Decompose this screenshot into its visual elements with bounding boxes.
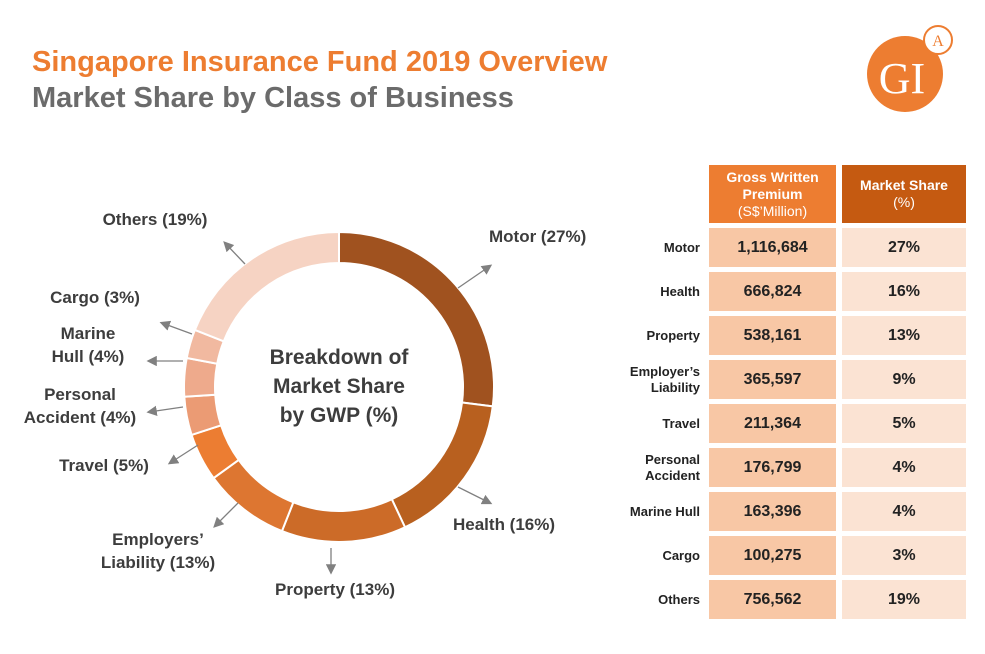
gwp-cell: 365,597: [709, 360, 836, 399]
slice-label: Marine Hull (4%): [52, 324, 125, 366]
table: Gross Written Premium (S$’Million) Market S…: [598, 160, 972, 624]
label-arrow: [213, 502, 239, 528]
slice-label: Motor (27%): [489, 227, 586, 246]
share-cell: 4%: [842, 448, 966, 487]
gwp-cell: 538,161: [709, 316, 836, 355]
row-label: Property: [646, 327, 700, 343]
label-arrow: [457, 486, 493, 505]
header-line: Gross Written: [726, 168, 819, 185]
gwp-cell: 176,799: [709, 448, 836, 487]
gwp-cell: 100,275: [709, 536, 836, 575]
share-cell: 5%: [842, 404, 966, 443]
row: Property 538,161 13%: [604, 316, 966, 355]
row: Marine Hull 163,396 4%: [604, 492, 966, 531]
row: Personal Accident 176,799 4%: [604, 448, 966, 487]
row: Cargo 100,275 3%: [604, 536, 966, 575]
label-arrow: [457, 264, 493, 289]
row-label: Health: [660, 283, 700, 299]
center-text: Breakdown of: [270, 346, 410, 369]
row-label: Marine Hull: [629, 503, 700, 519]
logo-main: GI: [879, 54, 925, 103]
row: Motor 1,116,684 27%: [604, 228, 966, 267]
row: Employer’s Liability 365,597 9%: [604, 360, 966, 399]
row-label: Employer’s Liability: [629, 363, 700, 395]
donut-slice: [193, 230, 340, 343]
share-cell: 3%: [842, 536, 966, 575]
gwp-cell: 163,396: [709, 492, 836, 531]
center-text: Market Share: [273, 375, 405, 398]
title: Singapore Insurance Fund 2019 Overview: [32, 46, 608, 78]
label-arrow: [223, 241, 246, 265]
logo-sup: A: [932, 33, 944, 50]
header-line: Market Share: [860, 177, 948, 193]
label-arrow: [146, 405, 184, 417]
slice-label: Health (16%): [453, 515, 555, 534]
donut-slice: [390, 401, 494, 529]
share-cell: 9%: [842, 360, 966, 399]
header-line: Premium: [742, 185, 803, 202]
header-line: (S$’Million): [737, 202, 808, 219]
slice-label: Personal Accident (4%): [24, 385, 136, 427]
subtitle: Market Share by Class of Business: [32, 82, 514, 114]
slice-label: Property (13%): [275, 580, 395, 599]
label-arrow: [159, 320, 193, 335]
gwp-cell: 1,116,684: [709, 228, 836, 267]
row: Health 666,824 16%: [604, 272, 966, 311]
slice-label: Employers’ Liability (13%): [101, 530, 215, 572]
slice-label: Cargo (3%): [50, 288, 140, 307]
slice-label: Travel (5%): [59, 456, 149, 475]
gwp-cell: 211,364: [709, 404, 836, 443]
share-cell: 27%: [842, 228, 966, 267]
row-label: Cargo: [662, 547, 700, 563]
label-arrow: [167, 444, 199, 465]
row-label: Others: [658, 591, 700, 607]
donut-slice: [280, 497, 407, 543]
gwp-cell: 666,824: [709, 272, 836, 311]
slice-label: Others (19%): [103, 210, 208, 229]
row-label: Personal Accident: [645, 451, 700, 483]
gwp-cell: 756,562: [709, 580, 836, 619]
header-line: (%): [893, 194, 915, 210]
share-cell: 13%: [842, 316, 966, 355]
row-label: Travel: [662, 415, 700, 431]
logo: GI A: [867, 25, 953, 112]
share-cell: 16%: [842, 272, 966, 311]
blank-header: [604, 165, 703, 223]
row: Others 756,562 19%: [604, 580, 966, 619]
column-header: Market Share (%): [842, 165, 966, 223]
column-header: Gross Written Premium (S$’Million): [709, 165, 836, 223]
center-text: by GWP (%): [280, 404, 399, 427]
row-label: Motor: [663, 239, 700, 255]
share-cell: 4%: [842, 492, 966, 531]
row: Travel 211,364 5%: [604, 404, 966, 443]
share-cell: 19%: [842, 580, 966, 619]
